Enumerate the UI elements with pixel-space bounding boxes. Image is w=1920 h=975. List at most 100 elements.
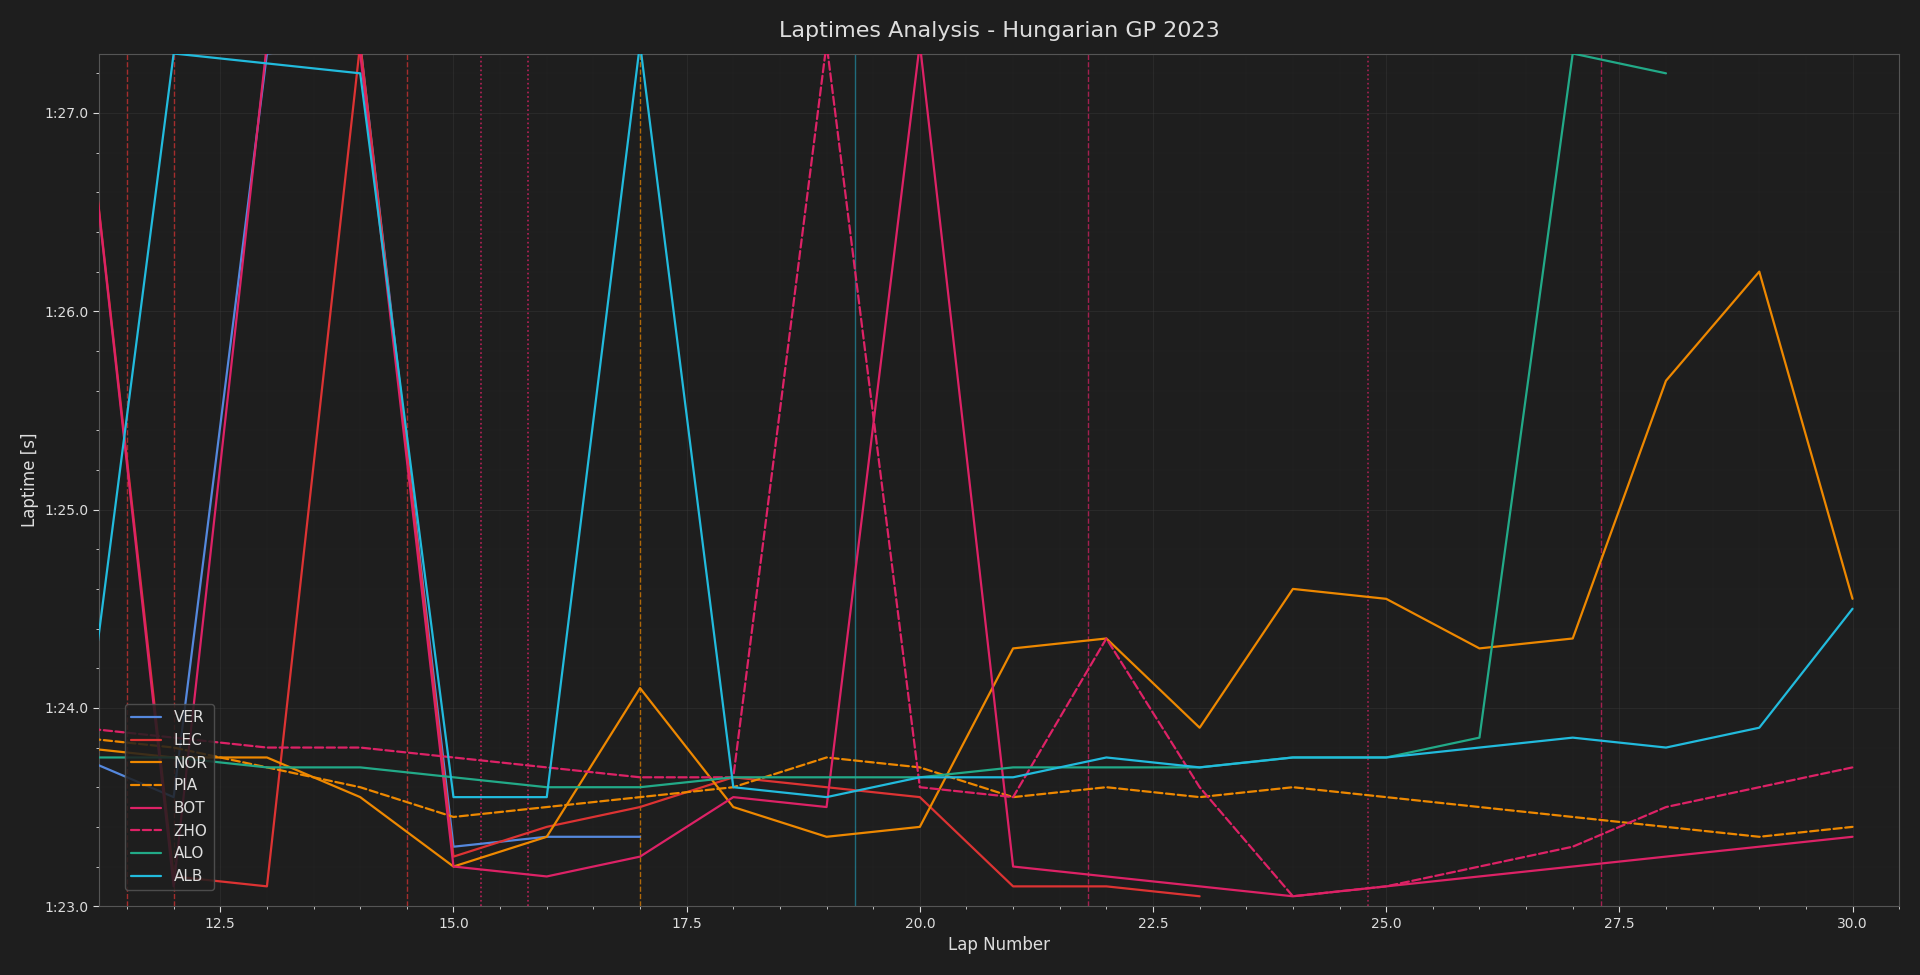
BOT bbox=[1469, 871, 1492, 882]
BOT bbox=[722, 792, 745, 803]
ALO bbox=[349, 761, 372, 773]
Line: ZHO: ZHO bbox=[81, 44, 1853, 896]
LEC bbox=[442, 851, 465, 863]
ALO bbox=[161, 752, 184, 763]
Line: ALB: ALB bbox=[81, 44, 1853, 798]
VER bbox=[536, 831, 559, 842]
ALO bbox=[536, 781, 559, 793]
NOR bbox=[908, 821, 931, 833]
LEC bbox=[161, 871, 184, 882]
ALO bbox=[255, 761, 278, 773]
PIA bbox=[1469, 801, 1492, 813]
PIA bbox=[1002, 792, 1025, 803]
Line: BOT: BOT bbox=[81, 44, 1853, 896]
PIA bbox=[1375, 792, 1398, 803]
ALO bbox=[1281, 752, 1304, 763]
PIA bbox=[69, 732, 92, 744]
NOR bbox=[1281, 583, 1304, 595]
Line: VER: VER bbox=[81, 44, 639, 846]
PIA bbox=[908, 761, 931, 773]
LEC bbox=[255, 880, 278, 892]
NOR bbox=[69, 742, 92, 754]
LEC bbox=[1094, 880, 1117, 892]
Legend: VER, LEC, NOR, PIA, BOT, ZHO, ALO, ALB: VER, LEC, NOR, PIA, BOT, ZHO, ALO, ALB bbox=[125, 704, 213, 890]
ALB bbox=[1747, 722, 1770, 733]
BOT bbox=[442, 861, 465, 873]
ALB bbox=[908, 771, 931, 783]
PIA bbox=[1841, 821, 1864, 833]
LEC bbox=[1002, 880, 1025, 892]
ZHO bbox=[1469, 861, 1492, 873]
Y-axis label: Laptime [s]: Laptime [s] bbox=[21, 433, 38, 527]
BOT bbox=[1375, 880, 1398, 892]
ZHO bbox=[816, 38, 839, 50]
ZHO bbox=[69, 722, 92, 733]
ALO bbox=[1469, 732, 1492, 744]
PIA bbox=[442, 811, 465, 823]
BOT bbox=[536, 871, 559, 882]
ALO bbox=[1375, 752, 1398, 763]
ALB bbox=[816, 792, 839, 803]
NOR bbox=[722, 801, 745, 813]
ALB bbox=[722, 781, 745, 793]
BOT bbox=[1281, 890, 1304, 902]
ALB bbox=[536, 792, 559, 803]
ALB bbox=[349, 67, 372, 79]
ZHO bbox=[442, 752, 465, 763]
LEC bbox=[536, 821, 559, 833]
ALB bbox=[161, 48, 184, 59]
VER bbox=[161, 792, 184, 803]
NOR bbox=[1469, 643, 1492, 654]
ALB bbox=[1469, 742, 1492, 754]
LEC bbox=[1188, 890, 1212, 902]
ZHO bbox=[255, 742, 278, 754]
VER bbox=[349, 38, 372, 50]
ZHO bbox=[1747, 781, 1770, 793]
PIA bbox=[722, 781, 745, 793]
NOR bbox=[1561, 633, 1584, 644]
PIA bbox=[1655, 821, 1678, 833]
ALB bbox=[69, 771, 92, 783]
Line: ALO: ALO bbox=[81, 54, 1667, 787]
PIA bbox=[1561, 811, 1584, 823]
BOT bbox=[628, 851, 651, 863]
ZHO bbox=[722, 771, 745, 783]
ALB bbox=[442, 792, 465, 803]
ZHO bbox=[1002, 792, 1025, 803]
BOT bbox=[1094, 871, 1117, 882]
PIA bbox=[536, 801, 559, 813]
NOR bbox=[1375, 593, 1398, 604]
BOT bbox=[1841, 831, 1864, 842]
Line: NOR: NOR bbox=[81, 272, 1853, 867]
ZHO bbox=[536, 761, 559, 773]
NOR bbox=[628, 682, 651, 694]
BOT bbox=[1747, 840, 1770, 852]
ZHO bbox=[628, 771, 651, 783]
ZHO bbox=[1655, 801, 1678, 813]
BOT bbox=[349, 48, 372, 59]
ALB bbox=[1281, 752, 1304, 763]
ALO bbox=[1188, 761, 1212, 773]
ALO bbox=[1561, 48, 1584, 59]
NOR bbox=[1655, 374, 1678, 386]
LEC bbox=[69, 38, 92, 50]
ALB bbox=[1375, 752, 1398, 763]
ALO bbox=[1094, 761, 1117, 773]
LEC bbox=[349, 38, 372, 50]
PIA bbox=[1747, 831, 1770, 842]
ZHO bbox=[1188, 781, 1212, 793]
BOT bbox=[1188, 880, 1212, 892]
BOT bbox=[908, 38, 931, 50]
BOT bbox=[69, 38, 92, 50]
Line: LEC: LEC bbox=[81, 44, 1200, 896]
ALB bbox=[1188, 761, 1212, 773]
VER bbox=[628, 831, 651, 842]
BOT bbox=[255, 38, 278, 50]
VER bbox=[255, 48, 278, 59]
PIA bbox=[1094, 781, 1117, 793]
LEC bbox=[722, 771, 745, 783]
NOR bbox=[816, 831, 839, 842]
ZHO bbox=[1375, 880, 1398, 892]
NOR bbox=[1094, 633, 1117, 644]
ALB bbox=[1655, 742, 1678, 754]
